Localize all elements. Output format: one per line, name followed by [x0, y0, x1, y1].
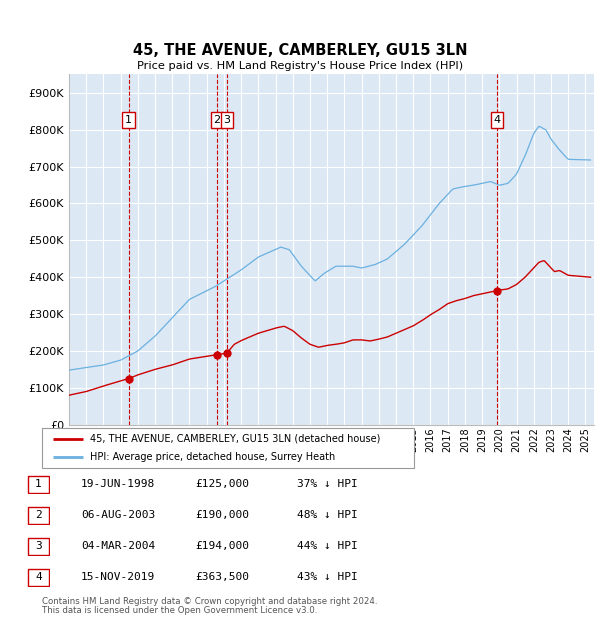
FancyBboxPatch shape [42, 428, 414, 468]
Text: HPI: Average price, detached house, Surrey Heath: HPI: Average price, detached house, Surr… [91, 452, 335, 463]
Text: 3: 3 [223, 115, 230, 125]
Text: Price paid vs. HM Land Registry's House Price Index (HPI): Price paid vs. HM Land Registry's House … [137, 61, 463, 71]
FancyBboxPatch shape [28, 569, 49, 585]
Text: 45, THE AVENUE, CAMBERLEY, GU15 3LN (detached house): 45, THE AVENUE, CAMBERLEY, GU15 3LN (det… [91, 433, 381, 444]
Text: £125,000: £125,000 [195, 479, 249, 489]
FancyBboxPatch shape [28, 538, 49, 554]
Text: 44% ↓ HPI: 44% ↓ HPI [297, 541, 358, 551]
Text: 37% ↓ HPI: 37% ↓ HPI [297, 479, 358, 489]
Text: 45, THE AVENUE, CAMBERLEY, GU15 3LN: 45, THE AVENUE, CAMBERLEY, GU15 3LN [133, 43, 467, 58]
Text: 4: 4 [494, 115, 500, 125]
Text: 04-MAR-2004: 04-MAR-2004 [81, 541, 155, 551]
FancyBboxPatch shape [28, 507, 49, 523]
Text: £194,000: £194,000 [195, 541, 249, 551]
Text: 19-JUN-1998: 19-JUN-1998 [81, 479, 155, 489]
Text: £363,500: £363,500 [195, 572, 249, 582]
Text: 3: 3 [35, 541, 42, 551]
Text: 06-AUG-2003: 06-AUG-2003 [81, 510, 155, 520]
Text: Contains HM Land Registry data © Crown copyright and database right 2024.: Contains HM Land Registry data © Crown c… [42, 597, 377, 606]
Text: 2: 2 [35, 510, 42, 520]
Text: 1: 1 [35, 479, 42, 489]
Text: 15-NOV-2019: 15-NOV-2019 [81, 572, 155, 582]
Text: This data is licensed under the Open Government Licence v3.0.: This data is licensed under the Open Gov… [42, 606, 317, 615]
Text: 43% ↓ HPI: 43% ↓ HPI [297, 572, 358, 582]
Text: 48% ↓ HPI: 48% ↓ HPI [297, 510, 358, 520]
Text: 2: 2 [214, 115, 221, 125]
Text: 1: 1 [125, 115, 132, 125]
FancyBboxPatch shape [28, 476, 49, 492]
Text: 4: 4 [35, 572, 42, 582]
Text: £190,000: £190,000 [195, 510, 249, 520]
